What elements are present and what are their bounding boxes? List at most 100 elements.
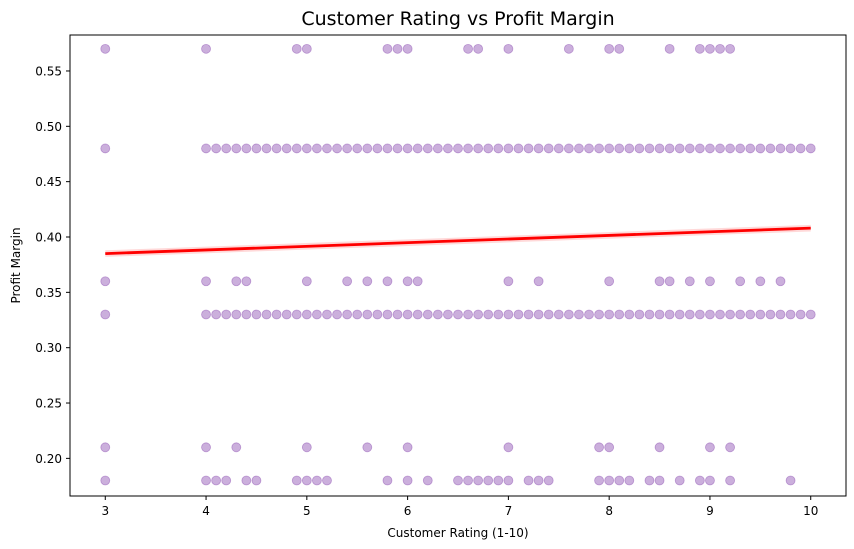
data-point (664, 276, 675, 287)
data-point (634, 309, 645, 320)
x-tick-label: 10 (803, 504, 818, 518)
data-point (614, 143, 625, 154)
data-point (503, 276, 514, 287)
data-point (755, 276, 766, 287)
data-point (201, 276, 211, 287)
data-point (735, 143, 746, 154)
data-point (543, 309, 554, 320)
data-point (382, 309, 393, 320)
data-point (513, 143, 524, 154)
data-point (382, 143, 393, 154)
data-point (221, 143, 232, 154)
data-point (201, 43, 211, 54)
data-point (392, 43, 403, 54)
data-point (231, 442, 242, 453)
data-point (664, 309, 675, 320)
y-axis-ticks: 0.20 0.25 0.30 0.35 0.40 0.45 0.50 0.55 (35, 64, 70, 466)
data-point (795, 309, 806, 320)
plot-frame (69, 34, 847, 497)
data-point (241, 276, 252, 287)
data-point (221, 309, 232, 320)
data-point (533, 309, 544, 320)
data-point (664, 143, 675, 154)
data-point (362, 276, 373, 287)
data-point (402, 442, 413, 453)
data-point (644, 475, 655, 486)
data-point (322, 143, 332, 154)
data-point (100, 276, 111, 287)
data-point (332, 309, 342, 320)
data-point (100, 143, 111, 154)
data-point (473, 309, 484, 320)
data-point (463, 143, 473, 154)
data-point (503, 143, 514, 154)
data-point (301, 442, 312, 453)
data-point (735, 309, 746, 320)
plot-area (70, 35, 846, 496)
y-tick-label: 0.35 (35, 286, 62, 300)
x-tick-label: 6 (404, 504, 412, 518)
y-tick-label: 0.45 (35, 175, 62, 189)
data-point (271, 309, 282, 320)
data-point (362, 442, 373, 453)
data-point (463, 43, 473, 54)
data-point (705, 442, 715, 453)
data-point (594, 442, 604, 453)
data-point (312, 475, 322, 486)
data-point (533, 276, 544, 287)
data-point (322, 475, 332, 486)
data-point (453, 309, 463, 320)
data-point (584, 143, 594, 154)
data-point (755, 143, 766, 154)
data-point (664, 43, 675, 54)
data-point (604, 475, 615, 486)
data-point (513, 309, 524, 320)
data-point (281, 143, 292, 154)
data-point (342, 309, 353, 320)
data-point (725, 442, 735, 453)
data-point (453, 143, 463, 154)
data-point (342, 143, 353, 154)
x-tick-label: 9 (706, 504, 714, 518)
data-point (221, 475, 232, 486)
y-tick-label: 0.25 (35, 397, 62, 411)
data-point (443, 309, 453, 320)
chart-title: Customer Rating vs Profit Margin (301, 8, 614, 30)
data-point (745, 309, 756, 320)
data-point (644, 143, 655, 154)
data-point (503, 43, 514, 54)
data-point (694, 43, 705, 54)
regression-line (105, 226, 811, 255)
data-point (301, 143, 312, 154)
data-point (422, 309, 433, 320)
data-point (694, 309, 705, 320)
data-point (745, 143, 756, 154)
data-point (775, 276, 786, 287)
data-point (755, 309, 766, 320)
data-point (624, 475, 635, 486)
data-point (211, 143, 222, 154)
data-point (523, 143, 534, 154)
data-point (715, 143, 725, 154)
data-point (422, 143, 433, 154)
data-point (251, 309, 262, 320)
data-point (301, 276, 312, 287)
data-point (705, 276, 715, 287)
data-point (271, 143, 282, 154)
x-tick-label: 4 (202, 504, 210, 518)
x-axis-ticks: 3 4 5 6 7 8 9 10 (101, 496, 818, 518)
data-point (503, 442, 514, 453)
data-point (705, 43, 715, 54)
data-point (543, 143, 554, 154)
data-point (765, 143, 776, 154)
data-point (654, 475, 665, 486)
data-point (100, 43, 111, 54)
data-point (392, 143, 403, 154)
data-point (301, 43, 312, 54)
data-point (100, 475, 111, 486)
data-point (705, 309, 715, 320)
data-point (574, 143, 584, 154)
x-tick-label: 7 (505, 504, 513, 518)
data-point (795, 143, 806, 154)
data-point (352, 309, 363, 320)
